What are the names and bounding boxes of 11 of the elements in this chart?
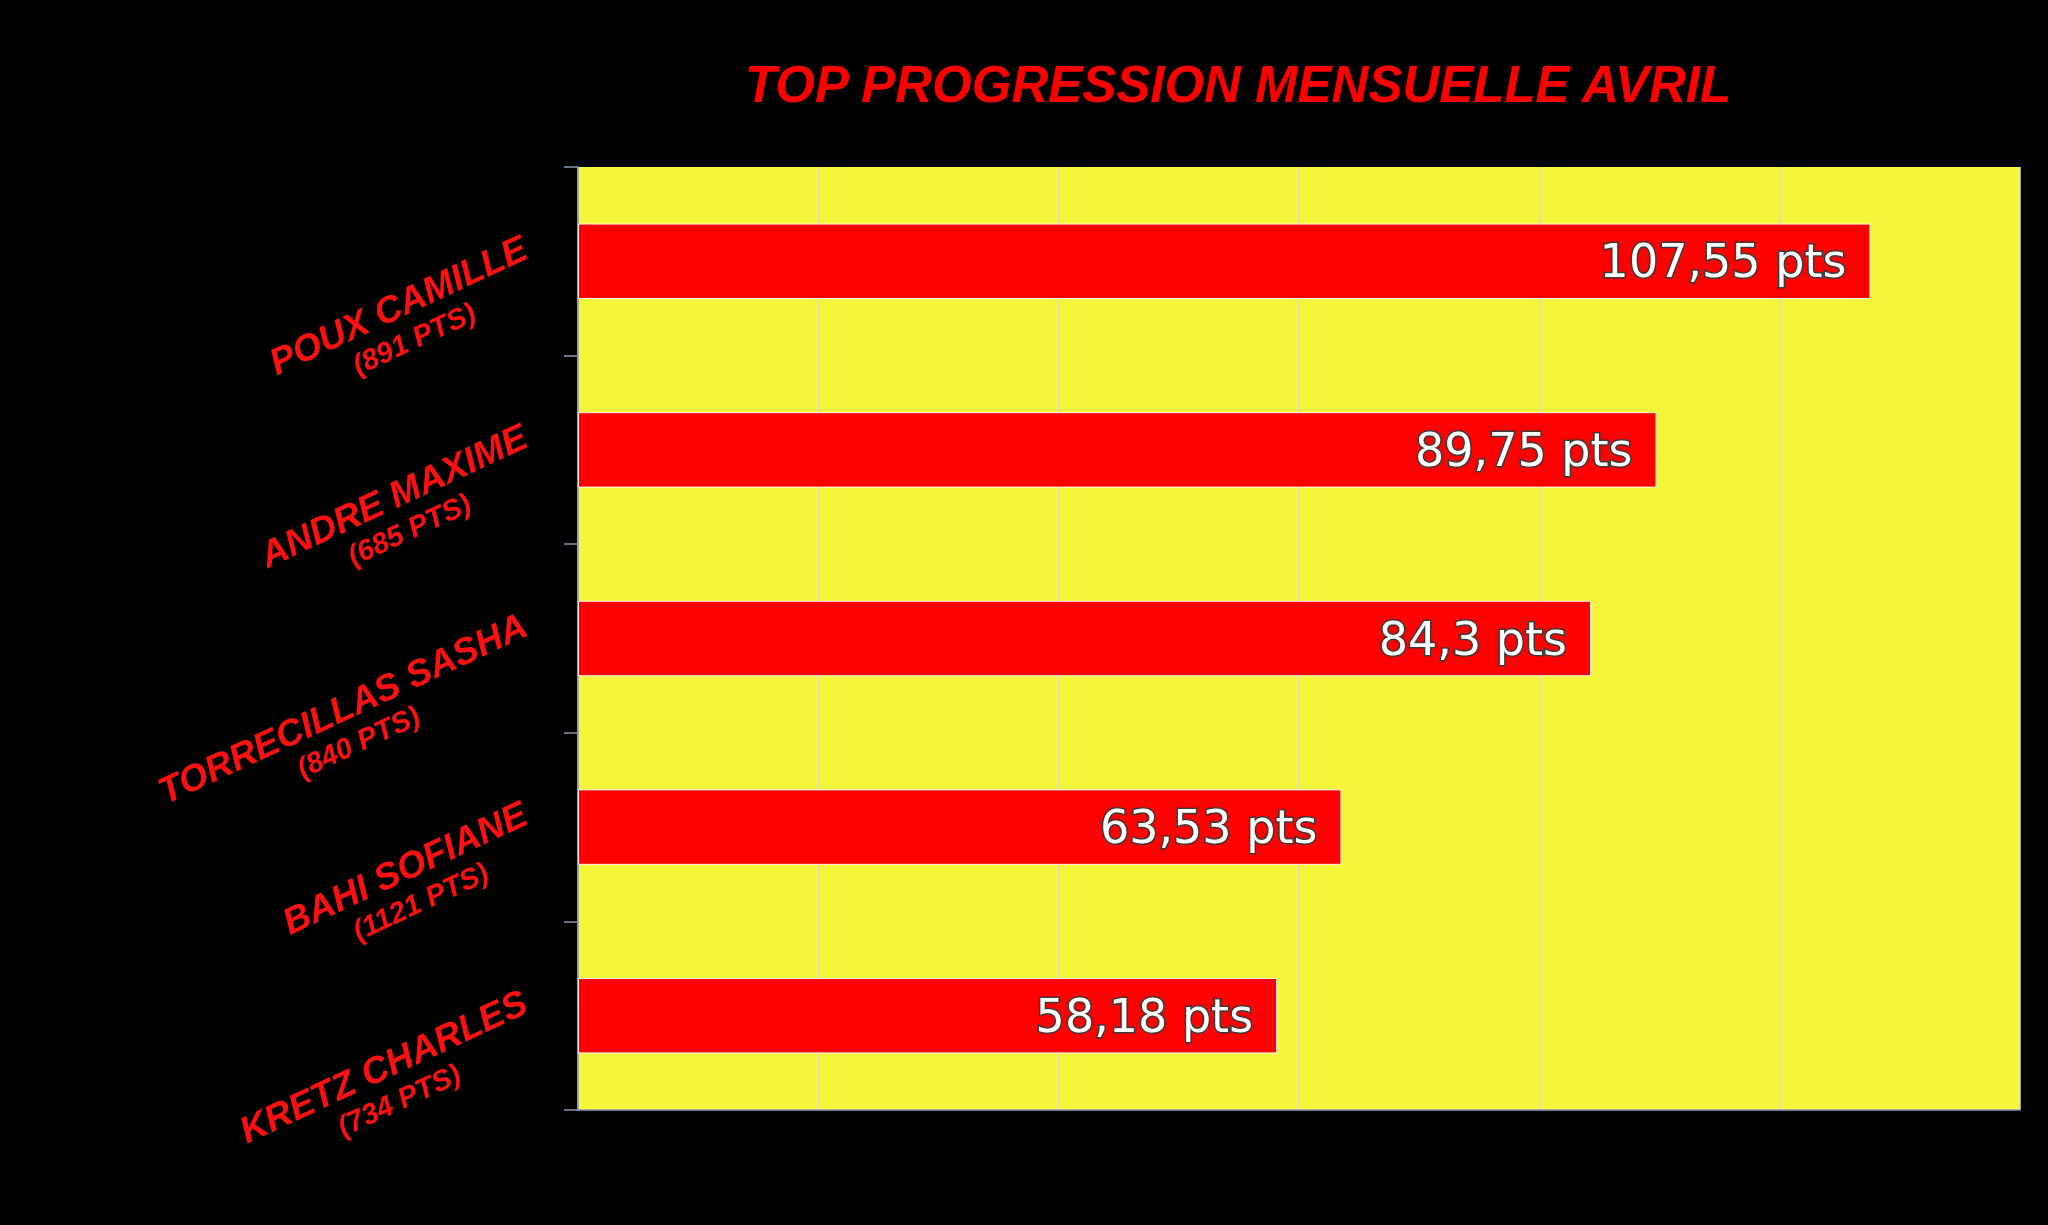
bar: [578, 223, 1871, 300]
chart-title: TOP PROGRESSION MENSUELLE AVRIL: [745, 56, 1732, 113]
data-label: 63,53 pts: [1099, 800, 1318, 855]
bar: [578, 600, 1592, 677]
bar: [578, 412, 1657, 488]
data-label: 58,18 pts: [1035, 988, 1254, 1043]
bar: [578, 789, 1342, 865]
bar: [578, 977, 1278, 1054]
data-label: 89,75 pts: [1414, 422, 1633, 477]
data-label: 107,55 pts: [1599, 234, 1847, 289]
data-label: 84,3 pts: [1378, 611, 1568, 666]
